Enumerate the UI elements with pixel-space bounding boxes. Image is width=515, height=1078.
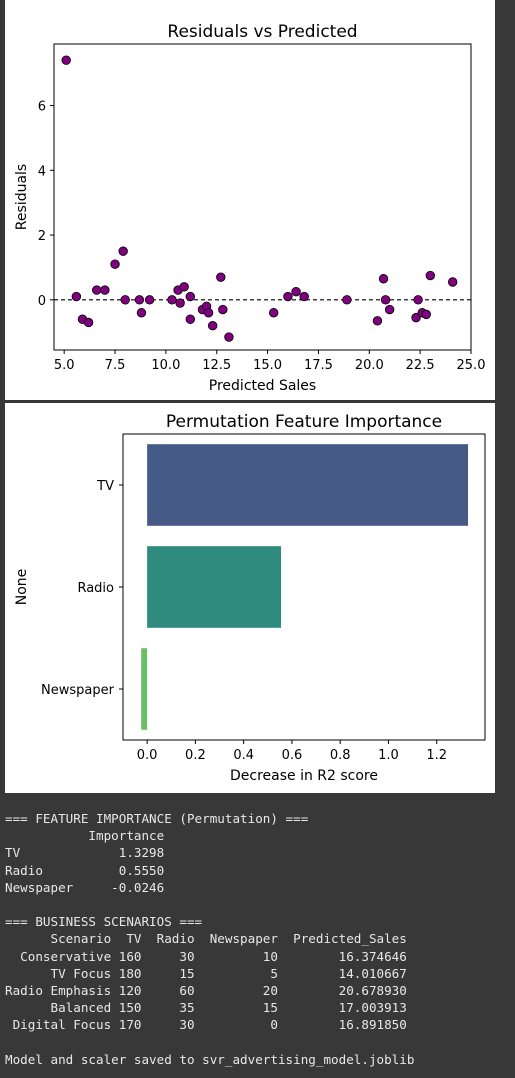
data-point bbox=[421, 309, 431, 320]
y-tick-label: 4 bbox=[38, 164, 46, 179]
console-line: Scenario TV Radio Newspaper Predicted_Sa… bbox=[5, 931, 407, 947]
data-point bbox=[384, 304, 395, 315]
data-point bbox=[144, 295, 155, 305]
data-point bbox=[413, 295, 423, 305]
bar-tv bbox=[147, 444, 469, 526]
x-tick-label: 22.5 bbox=[406, 358, 435, 373]
y-tick-label: 0 bbox=[38, 294, 46, 309]
console-line: Conservative 160 30 10 16.374646 bbox=[5, 948, 407, 964]
data-point bbox=[83, 317, 94, 328]
data-point bbox=[185, 314, 195, 324]
x-tick-label: 15.0 bbox=[253, 358, 282, 373]
chart-title: Residuals vs Predicted bbox=[167, 22, 357, 42]
console-line: TV 1.3298 bbox=[5, 845, 165, 861]
data-point bbox=[291, 287, 301, 297]
y-tick-label: 6 bbox=[38, 100, 46, 115]
data-point bbox=[185, 291, 195, 302]
x-tick-label: 17.5 bbox=[304, 358, 333, 373]
console-line: Digital Focus 170 30 0 16.891850 bbox=[5, 1017, 407, 1033]
data-point bbox=[110, 259, 120, 269]
x-tick-label: 25.0 bbox=[457, 358, 486, 373]
y-tick-label: 2 bbox=[38, 229, 46, 244]
data-point bbox=[136, 308, 147, 318]
x-tick-label: 0.8 bbox=[330, 748, 351, 763]
x-tick-label: 1.2 bbox=[426, 748, 447, 763]
data-point bbox=[100, 285, 110, 295]
data-point bbox=[268, 308, 279, 318]
data-point bbox=[120, 295, 130, 305]
console-line: TV Focus 180 15 5 14.010667 bbox=[5, 965, 407, 981]
data-point bbox=[61, 55, 71, 65]
console-line: Radio Emphasis 120 60 20 20.678930 bbox=[5, 983, 407, 999]
data-point bbox=[207, 321, 218, 331]
data-point bbox=[447, 277, 458, 287]
residuals-chart: Residuals vs Predicted 5.0 7.5 10.0 12.5 15.0… bbox=[14, 22, 486, 394]
x-tick-label: 10.0 bbox=[151, 358, 180, 373]
x-tick-label: 0.6 bbox=[282, 748, 303, 763]
data-point bbox=[380, 295, 391, 305]
y-axis-label: None bbox=[14, 569, 30, 606]
data-point bbox=[218, 304, 228, 315]
data-point bbox=[224, 332, 234, 342]
x-tick-label: 0.4 bbox=[233, 748, 254, 763]
data-point bbox=[283, 291, 293, 302]
bar-radio bbox=[147, 546, 282, 628]
console-output: === FEATURE IMPORTANCE (Permutation) ===… bbox=[5, 810, 510, 1068]
x-tick-label: 20.0 bbox=[355, 358, 384, 373]
data-point bbox=[179, 282, 189, 292]
console-line: === FEATURE IMPORTANCE (Permutation) === bbox=[5, 811, 309, 826]
x-tick-label: 1.0 bbox=[378, 748, 399, 763]
category-label: Radio bbox=[77, 581, 114, 596]
data-point bbox=[134, 295, 145, 305]
console-line bbox=[5, 896, 510, 913]
x-tick-label: 12.5 bbox=[202, 358, 231, 373]
data-point bbox=[118, 246, 128, 256]
chart-title: Permutation Feature Importance bbox=[166, 412, 442, 432]
y-axis-label: Residuals bbox=[14, 164, 30, 230]
x-axis-label: Predicted Sales bbox=[209, 378, 316, 394]
importance-chart: Permutation Feature Importance TV Radio New… bbox=[14, 412, 486, 784]
console-line: Importance bbox=[5, 828, 165, 844]
console-line: === BUSINESS SCENARIOS === bbox=[5, 914, 203, 930]
x-axis-label: Decrease in R2 score bbox=[230, 768, 378, 784]
data-point bbox=[425, 270, 436, 281]
console-line bbox=[5, 1034, 510, 1051]
data-point bbox=[372, 316, 383, 326]
category-label: Newspaper bbox=[41, 683, 115, 698]
data-point bbox=[167, 295, 177, 305]
x-tick-label: 7.5 bbox=[105, 358, 126, 373]
importance-plot-panel: Permutation Feature Importance TV Radio New… bbox=[5, 403, 495, 793]
console-line: Model and scaler saved to svr_advertisin… bbox=[5, 1051, 415, 1067]
data-point bbox=[299, 291, 309, 302]
bar-newspaper bbox=[141, 648, 148, 730]
data-point bbox=[411, 312, 421, 323]
data-point bbox=[92, 285, 102, 295]
console-line: Radio 0.5550 bbox=[5, 862, 165, 878]
x-tick-label: 5.0 bbox=[54, 358, 75, 373]
data-point bbox=[203, 308, 214, 318]
data-point bbox=[175, 298, 185, 308]
data-point bbox=[71, 291, 82, 302]
data-point bbox=[342, 295, 352, 305]
category-label: TV bbox=[96, 479, 114, 494]
data-point bbox=[216, 272, 226, 282]
plot-frame bbox=[53, 43, 472, 351]
console-line: Newspaper -0.0246 bbox=[5, 879, 165, 895]
data-point bbox=[378, 274, 389, 284]
x-tick-label: 0.0 bbox=[137, 748, 158, 763]
console-line: Balanced 150 35 15 17.003913 bbox=[5, 1000, 407, 1016]
x-tick-label: 0.2 bbox=[185, 748, 206, 763]
residuals-plot-panel: Residuals vs Predicted 5.0 7.5 10.0 12.5 15.0… bbox=[5, 0, 495, 400]
